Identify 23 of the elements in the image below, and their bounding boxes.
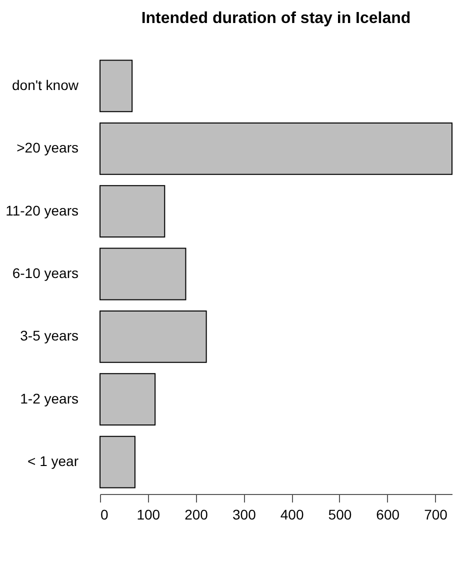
x-tick-label: 300 xyxy=(232,506,256,522)
bar xyxy=(100,373,156,426)
y-tick-label: < 1 year xyxy=(28,453,79,470)
y-tick-label: don't know xyxy=(12,76,80,93)
x-tick-label: 0 xyxy=(100,506,108,522)
bar xyxy=(100,310,207,363)
y-tick-label: 1-2 years xyxy=(20,390,78,406)
x-tick-label: 100 xyxy=(136,506,160,522)
y-tick-label: 6-10 years xyxy=(12,265,78,281)
bar xyxy=(100,122,452,175)
x-tick-label: 400 xyxy=(280,506,304,522)
bar xyxy=(100,436,136,488)
x-tick-label: 500 xyxy=(328,506,352,522)
bar xyxy=(100,248,186,300)
x-tick-label: 600 xyxy=(376,506,400,522)
y-tick-label: >20 years xyxy=(16,140,78,156)
x-tick-label: 700 xyxy=(424,506,448,522)
y-tick-label: 3-5 years xyxy=(20,328,78,344)
x-tick-label: 200 xyxy=(184,506,208,522)
bar xyxy=(100,60,133,112)
bar xyxy=(100,185,166,238)
y-tick-label: 11-20 years xyxy=(6,202,78,218)
chart-title: Intended duration of stay in Iceland xyxy=(141,10,411,27)
